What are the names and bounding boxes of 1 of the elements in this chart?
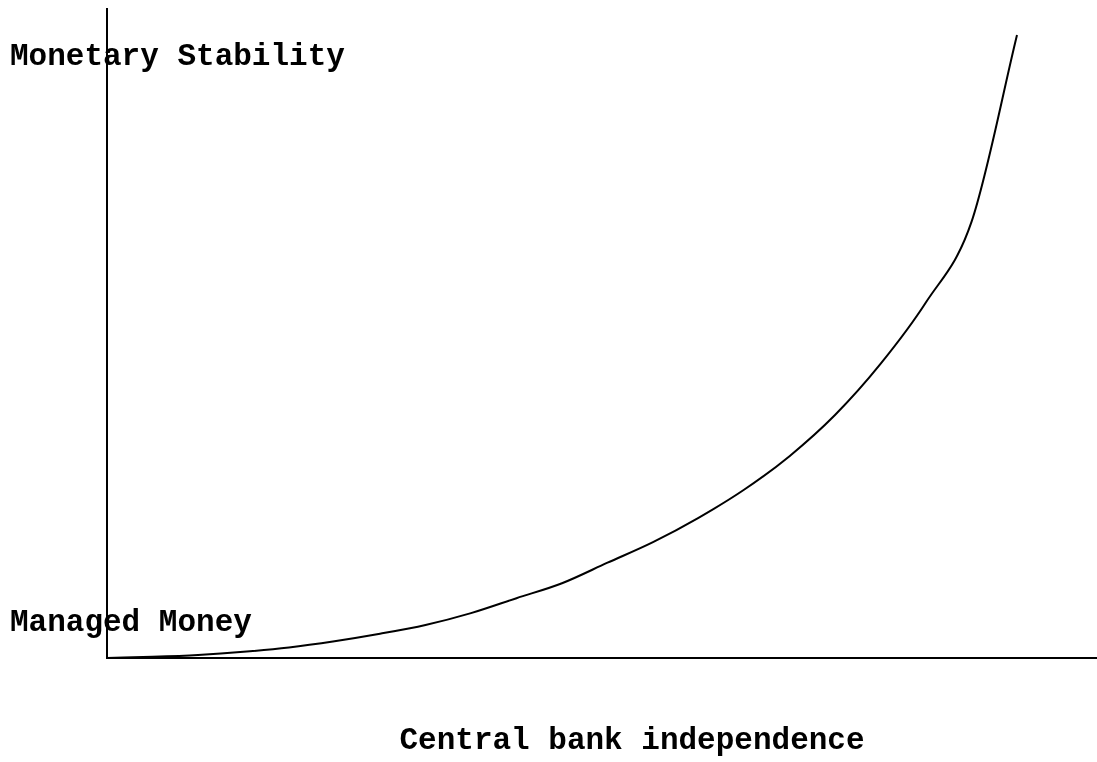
x-axis-title: Central bank independence xyxy=(399,722,865,758)
